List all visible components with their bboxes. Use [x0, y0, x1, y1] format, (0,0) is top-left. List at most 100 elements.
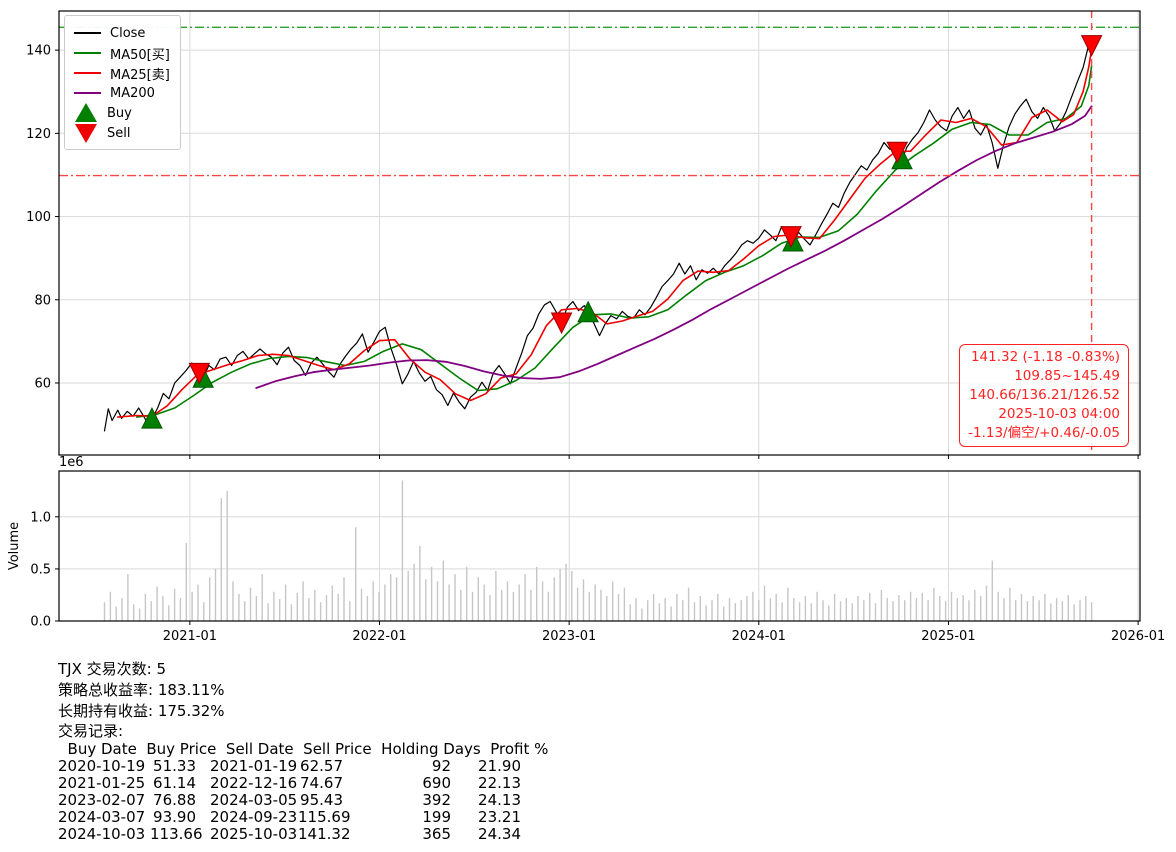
volume-bar	[565, 563, 567, 621]
volume-bar	[886, 598, 888, 621]
volume-bar	[623, 587, 626, 621]
y-tick-label-volume: 0.5	[30, 562, 51, 577]
volume-bar	[904, 600, 906, 621]
volume-bar	[162, 596, 164, 621]
sell-triangle-icon	[75, 124, 97, 143]
annotation-line-2: 109.85~145.49	[1014, 368, 1120, 384]
volume-bar	[676, 593, 678, 621]
volume-bar	[968, 600, 970, 621]
trades-count-line: TJX 交易次数: 5	[58, 660, 166, 678]
trade-cell-bprice: 51.33	[153, 757, 196, 775]
volume-bar	[664, 598, 666, 621]
volume-bar	[1020, 593, 1023, 621]
y-tick-label-main: 120	[26, 127, 51, 142]
volume-bar	[325, 595, 328, 621]
trade-record-row: 2024-10-03 113.66 2025-10-03 141.32 365 24.34	[58, 826, 548, 843]
volume-bar	[775, 593, 777, 621]
volume-bar	[810, 603, 812, 621]
legend-item-ma200: MA200	[74, 83, 170, 103]
volume-bar	[244, 601, 246, 621]
volume-bar	[752, 591, 754, 621]
volume-bar	[197, 584, 199, 621]
volume-bar	[816, 591, 818, 621]
volume-bar	[209, 577, 211, 622]
volume-bar	[909, 591, 912, 621]
volume-bar	[524, 574, 526, 621]
buy-marker	[577, 300, 599, 323]
x-tick-label: 2026-01	[1111, 629, 1165, 644]
volume-bar	[798, 602, 801, 622]
sell-marker	[188, 362, 211, 385]
volume-bar	[460, 589, 462, 622]
volume-bar	[746, 596, 748, 621]
legend-label: MA50[买]	[110, 47, 170, 63]
trade-cell-profit: 22.13	[478, 774, 521, 792]
volume-bar	[892, 601, 894, 621]
x-tick-label: 2023-01	[542, 629, 596, 644]
volume-bar	[600, 589, 602, 622]
trade-cell-bprice: 76.88	[153, 791, 196, 809]
volume-bar	[536, 566, 538, 621]
volume-bar	[845, 598, 847, 621]
legend-item-buy: Buy	[74, 103, 170, 123]
volume-bar	[682, 600, 684, 621]
volume-bar	[390, 574, 392, 621]
volume-bar	[915, 598, 918, 621]
volume-bar	[857, 596, 859, 621]
trade-record-row: 2021-01-25 61.14 2022-12-16 74.67 690 22.13	[58, 775, 548, 792]
volume-bar	[454, 574, 456, 621]
trade-cell-gap	[196, 809, 204, 826]
volume-bar	[687, 587, 690, 621]
volume-bar	[191, 591, 193, 621]
volume-bar	[267, 603, 269, 621]
volume-bar	[109, 591, 112, 621]
volume-bar	[1090, 602, 1093, 622]
volume-bar	[1067, 595, 1069, 621]
volume-bar	[927, 600, 929, 621]
volume-bar	[331, 585, 333, 621]
volume-bar	[495, 571, 497, 621]
trade-cell-profit: 23.21	[478, 808, 521, 826]
volume-bar	[647, 600, 649, 621]
volume-bar	[384, 584, 386, 621]
volume-bar	[594, 584, 596, 621]
x-tick-label: 2025-01	[921, 629, 975, 644]
trade-cell-sprice: 74.67	[300, 774, 343, 792]
volume-bar	[617, 593, 620, 621]
volume-bar	[769, 598, 772, 621]
volume-bar	[717, 593, 719, 621]
volume-bar	[319, 602, 322, 622]
volume-bar	[547, 591, 550, 621]
trade-cell-sdate: 2021-01-19	[210, 757, 298, 775]
volume-bar	[793, 598, 795, 621]
y-tick-label-main: 100	[26, 210, 51, 225]
trade-cell-bdate: 2020-10-19	[58, 757, 146, 775]
volume-bar	[991, 560, 993, 621]
volume-bar	[506, 581, 509, 621]
volume-bar	[372, 581, 374, 621]
volume-bar	[723, 606, 725, 621]
volume-bar	[448, 584, 450, 621]
volume-bar	[302, 581, 304, 621]
volume-bar	[1061, 601, 1064, 621]
sell-marker	[550, 312, 573, 335]
trade-cell-bdate: 2024-10-03	[58, 825, 146, 843]
trade-cell-sprice: 95.43	[300, 791, 343, 809]
volume-bar	[851, 603, 853, 621]
trade-cell-gap	[196, 826, 204, 843]
y-tick-label-main: 140	[26, 44, 51, 59]
trade-cell-bprice: 113.66	[150, 825, 203, 843]
legend-label: MA25[卖]	[110, 67, 170, 83]
legend-item-close: Close	[74, 23, 170, 43]
volume-bar	[425, 579, 427, 621]
trade-cell-profit: 21.90	[478, 757, 521, 775]
volume-bar	[874, 603, 877, 621]
legend-label: MA200	[110, 85, 155, 101]
volume-bar	[980, 596, 982, 621]
volume-bar	[1009, 587, 1011, 621]
volume-bar	[290, 604, 293, 621]
ma25-line	[117, 48, 1093, 418]
volume-bar	[758, 600, 760, 621]
buy-marker	[141, 406, 163, 429]
volume-bar	[670, 606, 672, 621]
